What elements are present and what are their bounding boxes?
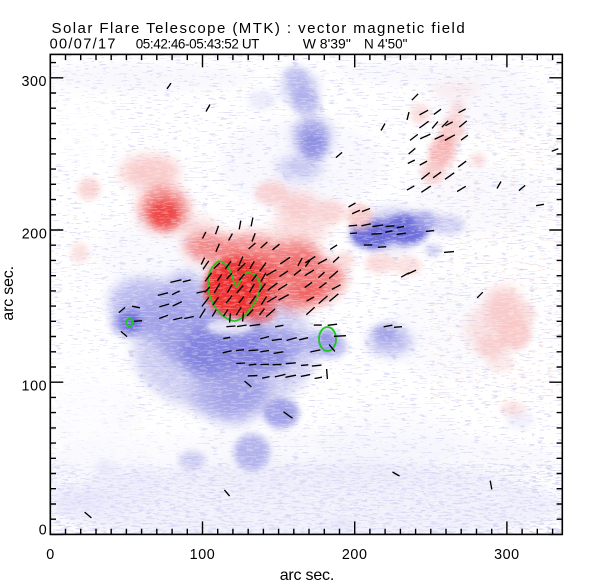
svg-text:100: 100	[190, 547, 216, 563]
svg-text:W 8'39": W 8'39"	[303, 36, 351, 52]
svg-text:300: 300	[21, 74, 47, 90]
svg-text:100: 100	[22, 378, 48, 394]
svg-text:05:42:46-05:43:52 UT: 05:42:46-05:43:52 UT	[136, 37, 259, 52]
svg-text:00/07/17: 00/07/17	[50, 37, 117, 53]
svg-text:300: 300	[494, 547, 520, 563]
svg-text:arc sec.: arc sec.	[280, 567, 334, 584]
svg-text:200: 200	[342, 547, 368, 563]
svg-text:Solar Flare Telescope (MTK) :: Solar Flare Telescope (MTK) : vector mag…	[52, 20, 467, 37]
svg-text:N 4'50": N 4'50"	[364, 37, 408, 52]
svg-text:0: 0	[39, 523, 48, 539]
svg-text:200: 200	[22, 227, 48, 243]
svg-text:0: 0	[46, 547, 55, 563]
svg-text:arc sec.: arc sec.	[0, 266, 17, 320]
